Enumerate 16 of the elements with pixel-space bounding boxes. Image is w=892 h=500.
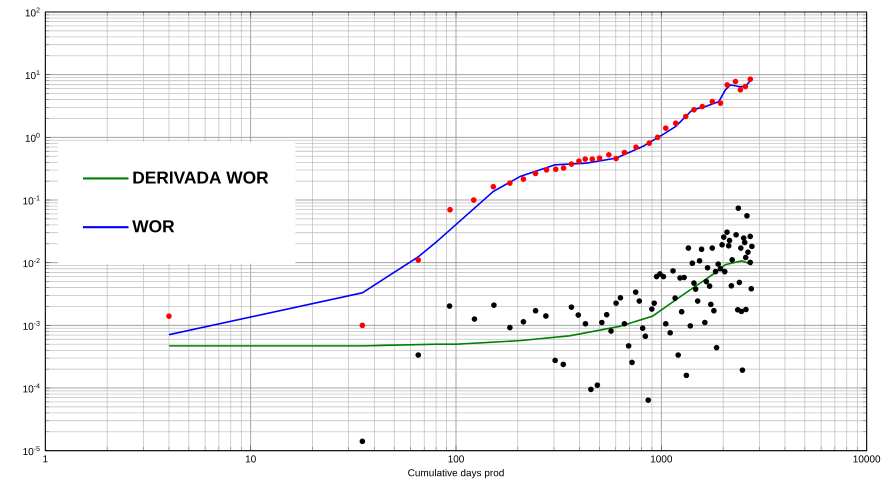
legend-label: DERIVADA WOR <box>133 171 268 184</box>
y-tick-label: 10$^{-4}$ <box>23 384 40 392</box>
x-tick-label: 10 <box>246 455 256 462</box>
x-tick-label: 10000 <box>854 455 880 462</box>
y-tick-label: 10$^{2}$ <box>26 7 40 17</box>
y-tick-label: 10$^{-3}$ <box>23 320 40 330</box>
y-tick-label: 10$^{0}$ <box>26 132 40 142</box>
x-tick-label: 1 <box>43 455 48 462</box>
x-tick-label: 1000 <box>650 455 672 462</box>
x-axis-title: Cumulative days prod <box>408 468 504 478</box>
legend-label: WOR <box>132 220 174 232</box>
y-tick-label: 10$^{-5}$ <box>23 446 40 456</box>
y-tick-label: 10$^{-1}$ <box>23 196 40 204</box>
x-tick-label: 100 <box>448 455 464 462</box>
y-tick-label: 10$^{1}$ <box>26 70 40 80</box>
y-tick-label: 10$^{-2}$ <box>23 258 40 268</box>
